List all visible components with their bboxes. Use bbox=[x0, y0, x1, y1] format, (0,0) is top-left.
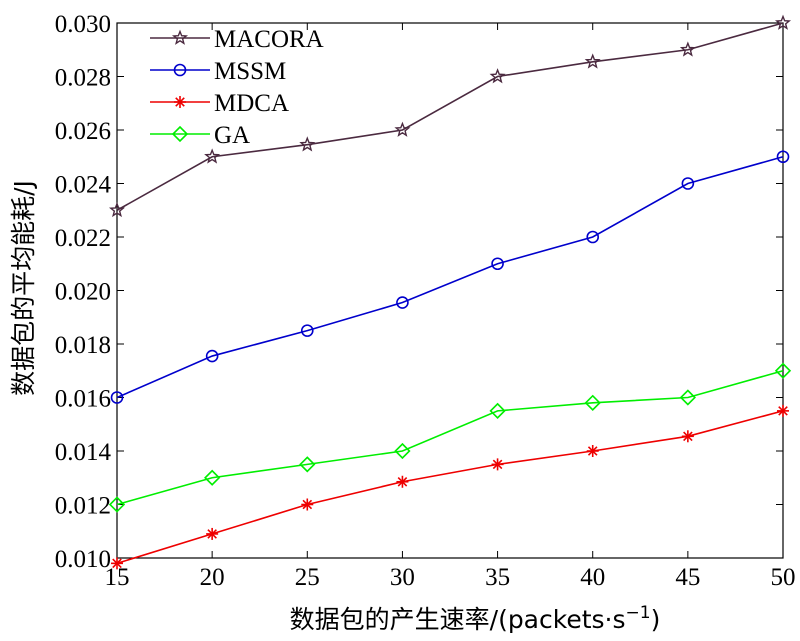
legend-item-mdca: MDCA bbox=[150, 90, 289, 117]
data-point-asterisk bbox=[586, 445, 599, 457]
y-tick-label: 0.012 bbox=[55, 493, 111, 520]
data-point-star bbox=[679, 41, 696, 57]
data-point-star bbox=[774, 14, 792, 30]
data-point-star bbox=[171, 29, 189, 45]
data-point-star bbox=[489, 68, 506, 84]
y-tick-label: 0.010 bbox=[55, 546, 111, 573]
data-point-circle bbox=[396, 296, 409, 309]
legend: MACORA MSSM MDCA GA bbox=[150, 26, 324, 149]
data-point-diamond bbox=[171, 125, 189, 143]
series-ga bbox=[108, 362, 792, 513]
x-tick-label: 30 bbox=[390, 564, 415, 591]
axes: 15 20 25 30 35 40 45 500.0100.0120.0140.0160.01… bbox=[55, 11, 796, 591]
data-point-asterisk bbox=[777, 404, 789, 417]
data-point-asterisk bbox=[111, 557, 123, 570]
y-tick-label: 0.018 bbox=[55, 332, 111, 359]
x-axis-label: 数据包的产生速率/(packets·s−1) bbox=[290, 603, 661, 634]
data-point-asterisk bbox=[396, 475, 409, 488]
data-point-asterisk bbox=[174, 96, 186, 108]
y-tick-label: 0.016 bbox=[55, 386, 111, 413]
data-point-circle bbox=[586, 230, 600, 244]
y-tick-label: 0.014 bbox=[55, 439, 112, 466]
y-tick-label: 0.020 bbox=[55, 279, 111, 306]
x-tick-label: 20 bbox=[200, 564, 225, 591]
data-point-asterisk bbox=[491, 458, 504, 471]
series-mdca bbox=[111, 404, 789, 570]
x-axis-label-suffix: ) bbox=[651, 605, 661, 634]
x-tick-label: 45 bbox=[675, 564, 700, 591]
data-point-star bbox=[108, 201, 126, 218]
data-point-circle bbox=[110, 391, 124, 404]
data-point-circle bbox=[776, 150, 790, 164]
series-line-ga bbox=[116, 369, 784, 506]
data-point-circle bbox=[491, 257, 504, 271]
series-line-macora bbox=[116, 22, 784, 211]
y-tick-label: 0.022 bbox=[55, 225, 111, 252]
legend-item-macora: MACORA bbox=[150, 26, 324, 53]
x-axis-label-superscript: −1 bbox=[626, 603, 651, 623]
legend-label: MACORA bbox=[214, 26, 324, 53]
series-layer bbox=[108, 14, 792, 570]
data-point-star bbox=[204, 148, 221, 164]
data-point-diamond bbox=[774, 362, 792, 379]
x-tick-label: 25 bbox=[295, 564, 320, 591]
x-axis-label-main: 数据包的产生速率/(packets·s bbox=[290, 605, 626, 634]
data-point-star bbox=[394, 121, 411, 137]
series-line-mdca bbox=[116, 410, 784, 565]
series-line-mssm bbox=[116, 155, 784, 399]
data-point-diamond bbox=[108, 496, 126, 513]
data-point-diamond bbox=[204, 469, 221, 486]
data-point-circle bbox=[173, 63, 187, 77]
data-point-star bbox=[299, 136, 316, 152]
x-tick-label: 35 bbox=[485, 564, 510, 591]
legend-label: MDCA bbox=[214, 90, 289, 117]
y-tick-label: 0.030 bbox=[55, 11, 111, 38]
y-tick-label: 0.026 bbox=[55, 118, 111, 145]
legend-item-ga: GA bbox=[150, 122, 250, 149]
data-point-diamond bbox=[299, 456, 316, 473]
data-point-circle bbox=[681, 177, 695, 190]
data-point-star bbox=[584, 53, 601, 69]
x-tick-label: 50 bbox=[771, 564, 796, 591]
data-point-asterisk bbox=[301, 498, 314, 511]
y-tick-label: 0.028 bbox=[55, 65, 111, 92]
data-point-diamond bbox=[394, 442, 411, 460]
data-point-circle bbox=[205, 349, 219, 363]
data-point-diamond bbox=[584, 394, 601, 411]
data-point-circle bbox=[300, 324, 314, 337]
legend-label: GA bbox=[214, 122, 250, 149]
legend-label: MSSM bbox=[214, 58, 286, 85]
data-point-diamond bbox=[679, 389, 696, 406]
data-point-diamond bbox=[489, 402, 506, 420]
y-tick-label: 0.024 bbox=[55, 172, 112, 199]
series-mssm bbox=[110, 150, 790, 404]
legend-item-mssm: MSSM bbox=[150, 58, 286, 85]
data-point-asterisk bbox=[206, 527, 219, 540]
y-axis-label: 数据包的平均能耗/J bbox=[9, 180, 38, 396]
series-macora bbox=[108, 14, 792, 218]
x-tick-label: 40 bbox=[580, 564, 605, 591]
data-point-asterisk bbox=[681, 430, 694, 443]
